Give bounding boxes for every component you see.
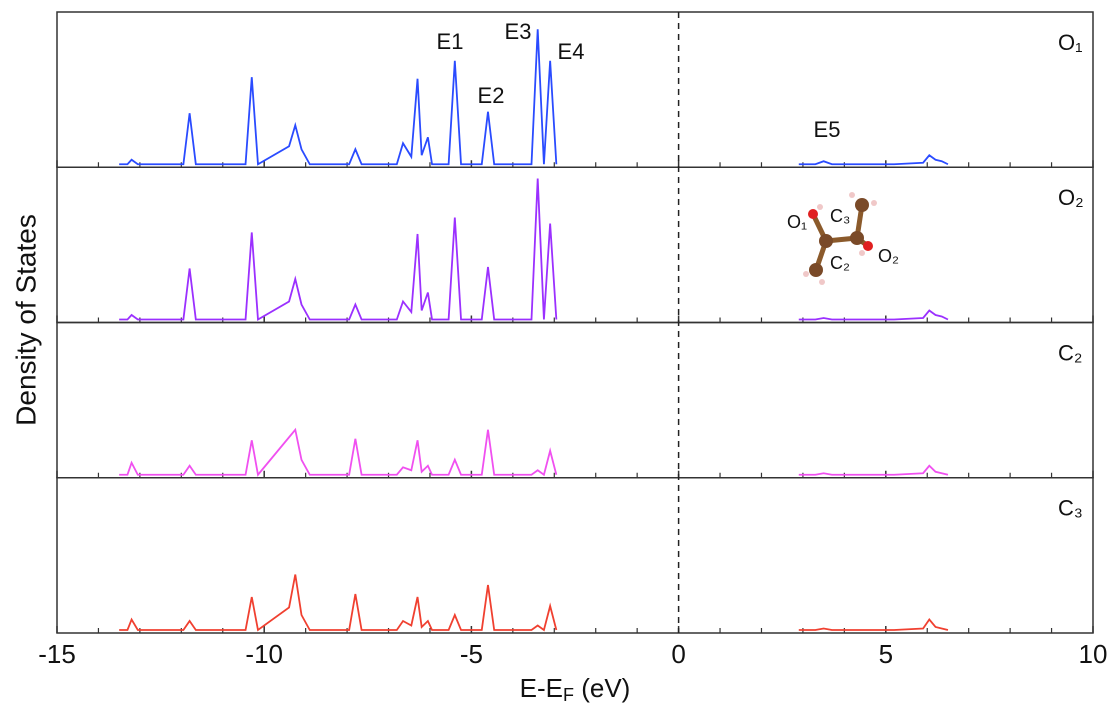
x-label-unit: (eV) — [574, 673, 630, 703]
x-label-main: E-E — [520, 673, 563, 703]
dos-line — [119, 430, 948, 475]
x-axis-label: E-EF (eV) — [520, 673, 631, 705]
panel-frame — [57, 323, 1093, 478]
panel-label: O₂ — [1058, 185, 1084, 210]
x-tick-label: 10 — [1079, 639, 1108, 669]
chart: Density of States E-EF (eV) O₁ C₃ C₂ O₂ … — [0, 0, 1117, 710]
dos-line — [119, 575, 948, 631]
x-tick-label: -10 — [245, 639, 283, 669]
x-tick-label: -5 — [460, 639, 483, 669]
x-tick-label: 0 — [671, 639, 685, 669]
peak-annotation: E1 — [437, 29, 464, 54]
dos-line — [119, 29, 948, 164]
peak-annotation: E5 — [814, 117, 841, 142]
panel-frame — [57, 12, 1093, 167]
x-label-sub: F — [563, 685, 574, 705]
panel-frame — [57, 167, 1093, 322]
x-tick-label: 5 — [879, 639, 893, 669]
inset-label: O₁ — [787, 212, 807, 232]
panel-label: O₁ — [1058, 30, 1083, 55]
inset-label: O₂ — [878, 246, 899, 266]
peak-annotation: E2 — [478, 83, 505, 108]
inset-label: C₃ — [830, 206, 850, 226]
panel-frame — [57, 478, 1093, 633]
molecule-inset: O₁ C₃ C₂ O₂ — [787, 192, 899, 285]
peak-annotation: E4 — [558, 39, 585, 64]
x-tick-label: -15 — [38, 639, 76, 669]
inset-label: C₂ — [830, 253, 850, 273]
y-axis-label: Density of States — [10, 214, 41, 426]
peak-annotation: E3 — [505, 19, 532, 44]
panel-label: C₂ — [1058, 340, 1082, 365]
panel-label: C₃ — [1058, 496, 1083, 521]
